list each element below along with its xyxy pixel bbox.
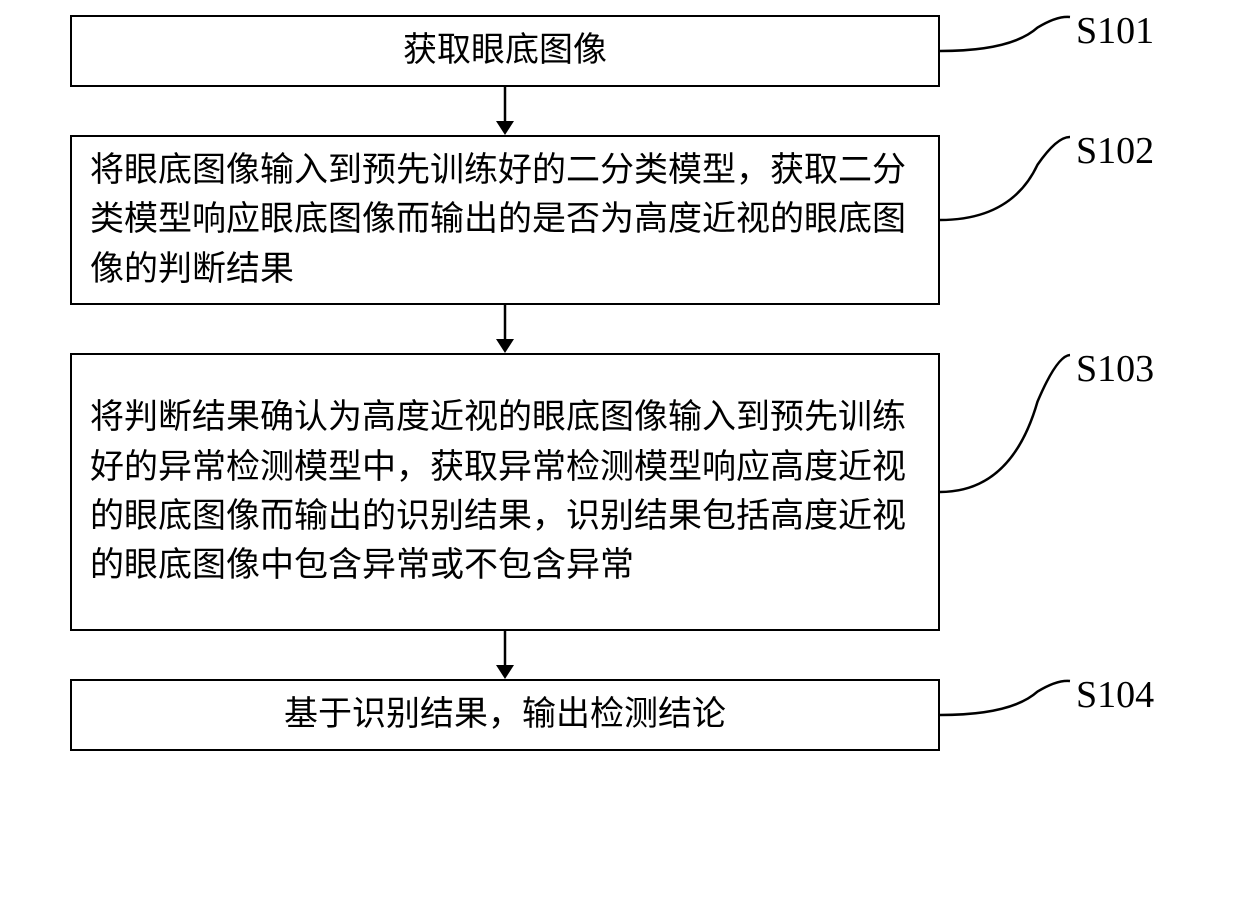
arrow-s101-to-s102 [70,87,940,135]
step-label-s101: S101 [1076,9,1154,53]
connector-s104 [940,679,1070,751]
step-label-s102: S102 [1076,129,1154,173]
flowchart-step-s101: 获取眼底图像 [70,15,940,87]
flowchart-step-s104: 基于识别结果，输出检测结论 [70,679,940,751]
step-label-s104: S104 [1076,673,1154,717]
flowchart-container: 获取眼底图像 S101 将眼底图像输入到预先训练好的二分类模型，获取二分类模型响… [70,15,1170,751]
arrow-s103-to-s104 [70,631,940,679]
step-label-s103: S103 [1076,347,1154,391]
connector-s103 [940,353,1070,631]
flowchart-step-s103: 将判断结果确认为高度近视的眼底图像输入到预先训练好的异常检测模型中，获取异常检测… [70,353,940,631]
connector-s102 [940,135,1070,305]
connector-s101 [940,15,1070,87]
flowchart-step-s102: 将眼底图像输入到预先训练好的二分类模型，获取二分类模型响应眼底图像而输出的是否为… [70,135,940,305]
arrow-s102-to-s103 [70,305,940,353]
